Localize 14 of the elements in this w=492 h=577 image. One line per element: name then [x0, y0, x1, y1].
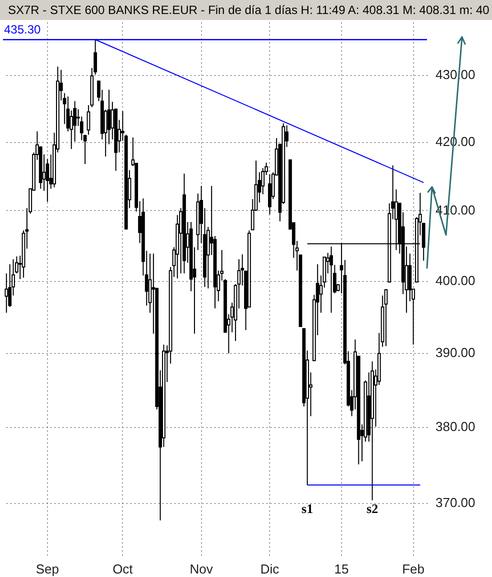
y-tick-label: 380.00 — [436, 419, 476, 434]
ref-line-label: 435.30 — [4, 22, 42, 37]
annotation: s1 — [302, 500, 314, 516]
x-tick-label: 15 — [334, 562, 349, 576]
x-tick-label: Oct — [112, 562, 134, 576]
y-tick-label: 400.00 — [436, 273, 476, 288]
y-tick-label: 370.00 — [436, 495, 476, 510]
x-tick-label: Sep — [36, 562, 60, 576]
x-tick-label: Dic — [260, 562, 280, 576]
annotation: s2 — [366, 500, 378, 516]
x-tick-label: Feb — [402, 562, 425, 576]
y-tick-label: 390.00 — [436, 345, 476, 360]
x-tick-label: Nov — [190, 562, 214, 576]
chart-title: SX7R - STXE 600 BANKS RE.EUR - Fin de día 1 días H: 11:49 A: 408.31 M: 408.31 m: 40 — [0, 0, 492, 20]
